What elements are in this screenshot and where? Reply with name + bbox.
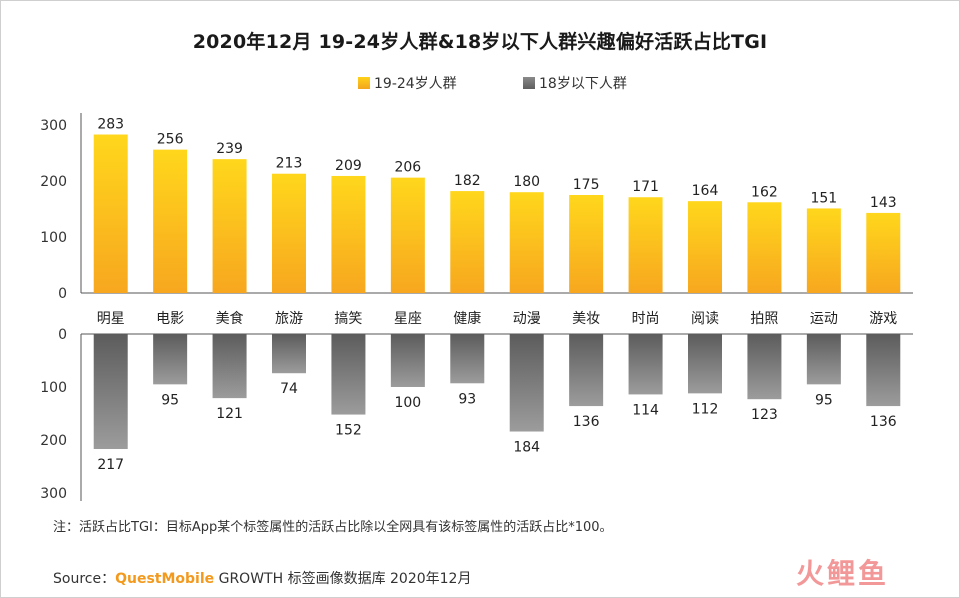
category-label: 时尚: [632, 311, 660, 327]
bar-under-18: [628, 334, 663, 395]
category-label: 阅读: [691, 310, 719, 327]
source-brand: QuestMobile: [115, 571, 215, 587]
source-line: Source：QuestMobile GROWTH 标签画像数据库 2020年1…: [53, 568, 471, 588]
data-label-19-24: 162: [751, 184, 778, 200]
data-label-under-18: 95: [161, 392, 179, 408]
category-label: 美食: [216, 310, 244, 327]
source-rest: GROWTH 标签画像数据库 2020年12月: [214, 571, 472, 587]
bar-under-18: [153, 334, 188, 385]
bar-19-24: [569, 195, 604, 293]
category-label: 电影: [156, 311, 184, 327]
bar-under-18: [688, 334, 722, 394]
data-label-under-18: 152: [335, 423, 362, 439]
bar-under-18: [806, 334, 841, 385]
data-label-under-18: 121: [216, 406, 243, 422]
data-label-19-24: 175: [573, 177, 600, 193]
top-y-tick-label: 300: [40, 118, 67, 134]
category-label: 健康: [453, 310, 481, 327]
bottom-y-tick-label: 300: [40, 486, 67, 502]
legend-label-series-2: 18岁以下人群: [539, 76, 627, 92]
bar-19-24: [509, 192, 544, 293]
bar-19-24: [628, 197, 663, 293]
bar-under-18: [866, 334, 901, 407]
bottom-y-tick-label: 200: [40, 433, 67, 449]
category-label: 美妆: [572, 311, 600, 327]
category-label: 运动: [810, 311, 838, 327]
legend-item-series-1: 19-24岁人群: [358, 73, 457, 93]
bottom-y-tick-label: 0: [58, 327, 67, 343]
bottom-y-tick-label: 100: [40, 380, 67, 396]
data-label-19-24: 180: [513, 174, 540, 190]
top-y-tick-label: 100: [40, 230, 67, 246]
bar-under-18: [331, 334, 366, 415]
legend-item-series-2: 18岁以下人群: [523, 73, 627, 93]
bar-19-24: [331, 175, 366, 293]
data-label-19-24: 239: [216, 141, 243, 157]
category-label: 动漫: [513, 311, 541, 327]
bar-under-18: [450, 334, 485, 384]
data-label-19-24: 171: [632, 179, 659, 195]
logo: 火鲤鱼: [796, 557, 890, 590]
legend-label-series-1: 19-24岁人群: [374, 76, 457, 92]
data-label-under-18: 114: [632, 402, 659, 418]
bar-19-24: [212, 159, 247, 293]
category-label: 旅游: [275, 311, 303, 327]
source-prefix: Source：: [53, 571, 116, 587]
bar-19-24: [153, 149, 188, 293]
data-label-19-24: 164: [692, 183, 719, 199]
data-label-under-18: 123: [751, 407, 778, 423]
top-y-tick-label: 200: [40, 174, 67, 190]
category-label: 游戏: [869, 311, 897, 327]
data-label-under-18: 184: [513, 440, 540, 456]
data-label-under-18: 136: [573, 414, 600, 430]
bar-under-18: [272, 334, 306, 374]
bar-19-24: [450, 191, 485, 293]
legend: 19-24岁人群 18岁以下人群: [1, 73, 959, 93]
chart-title: 2020年12月 19-24岁人群&18岁以下人群兴趣偏好活跃占比TGI: [192, 31, 768, 53]
data-label-19-24: 209: [335, 158, 362, 174]
category-label: 搞笑: [334, 311, 362, 327]
data-label-under-18: 95: [815, 392, 833, 408]
bar-19-24: [390, 177, 425, 293]
bar-under-18: [747, 334, 782, 400]
bar-19-24: [866, 212, 901, 293]
category-label: 拍照: [750, 311, 778, 327]
bar-under-18: [93, 334, 128, 450]
bar-19-24: [747, 202, 782, 293]
legend-swatch-gold: [358, 77, 370, 89]
data-label-19-24: 182: [454, 173, 481, 189]
data-label-19-24: 151: [810, 190, 837, 206]
top-y-tick-label: 0: [58, 286, 67, 302]
data-label-under-18: 136: [870, 414, 897, 430]
data-label-under-18: 100: [394, 395, 421, 411]
bar-under-18: [509, 334, 544, 432]
data-label-under-18: 112: [692, 401, 719, 417]
bar-19-24: [688, 201, 722, 293]
data-label-19-24: 213: [276, 156, 303, 172]
data-label-under-18: 93: [458, 391, 476, 407]
bar-19-24: [806, 208, 841, 293]
data-label-19-24: 283: [97, 117, 124, 133]
data-label-under-18: 217: [97, 457, 124, 473]
data-label-19-24: 206: [394, 160, 421, 176]
category-label: 星座: [394, 311, 422, 327]
data-label-19-24: 256: [157, 132, 184, 148]
legend-swatch-gray: [523, 77, 535, 89]
bar-under-18: [569, 334, 604, 407]
footnote: 注：活跃占比TGI：目标App某个标签属性的活跃占比除以全网具有该标签属性的活跃…: [53, 520, 613, 535]
bar-19-24: [93, 134, 128, 293]
bar-19-24: [272, 173, 306, 293]
data-label-19-24: 143: [870, 195, 897, 211]
bar-under-18: [390, 334, 425, 387]
data-label-under-18: 74: [280, 381, 298, 397]
bar-under-18: [212, 334, 247, 399]
category-label: 明星: [97, 311, 125, 327]
